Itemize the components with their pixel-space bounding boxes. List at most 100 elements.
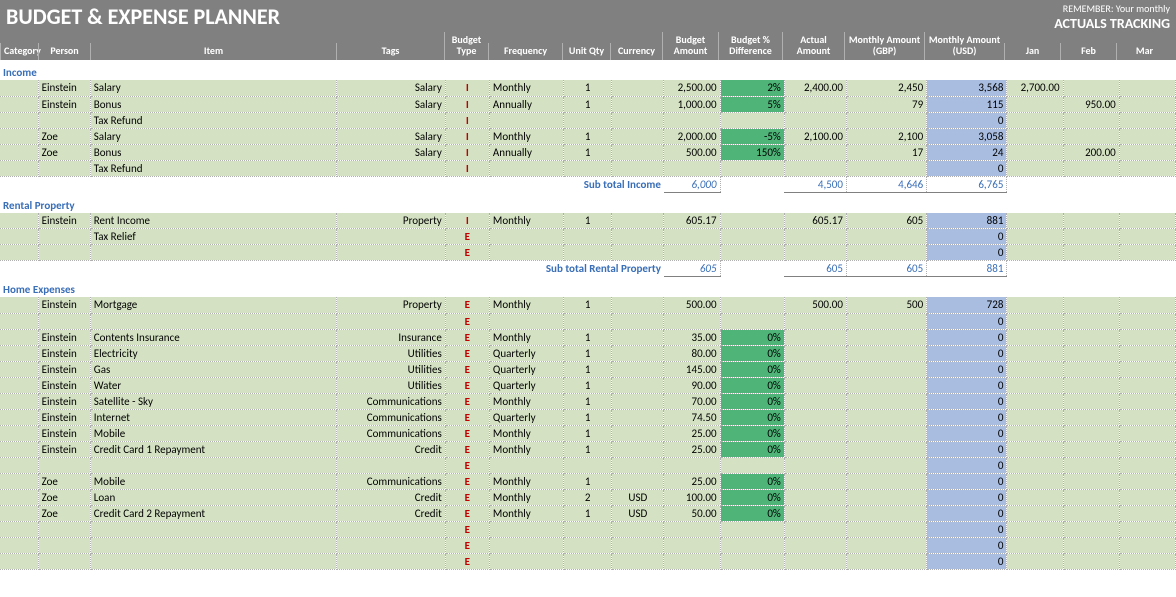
cell-budget-amount[interactable]: 74.50	[664, 409, 720, 425]
cell-tags[interactable]: Insurance	[337, 329, 445, 345]
cell-tags[interactable]: Credit	[337, 505, 445, 521]
cell-frequency[interactable]	[489, 229, 563, 245]
cell-category[interactable]	[0, 521, 38, 537]
cell-feb[interactable]	[1063, 393, 1119, 409]
cell-budget-diff[interactable]: 0%	[720, 505, 784, 521]
cell-budget-amount[interactable]	[664, 457, 720, 473]
cell-currency[interactable]	[612, 457, 664, 473]
cell-item[interactable]: Salary	[90, 80, 337, 96]
cell-tags[interactable]: Communications	[337, 425, 445, 441]
cell-mar[interactable]	[1119, 457, 1175, 473]
cell-jan[interactable]	[1007, 112, 1063, 128]
cell-frequency[interactable]	[489, 313, 563, 329]
cell-actual-amount[interactable]	[784, 393, 846, 409]
cell-budget-type[interactable]: E	[445, 245, 489, 261]
cell-budget-amount[interactable]: 500.00	[664, 297, 720, 313]
cell-frequency[interactable]	[489, 537, 563, 553]
cell-unit-qty[interactable]: 1	[564, 297, 612, 313]
cell-currency[interactable]	[612, 441, 664, 457]
cell-frequency[interactable]: Monthly	[489, 505, 563, 521]
cell-person[interactable]	[38, 457, 90, 473]
cell-actual-amount[interactable]	[784, 329, 846, 345]
cell-mar[interactable]	[1119, 297, 1175, 313]
cell-jan[interactable]	[1007, 160, 1063, 176]
cell-budget-type[interactable]: E	[445, 457, 489, 473]
cell-frequency[interactable]: Quarterly	[489, 377, 563, 393]
cell-unit-qty[interactable]: 1	[564, 96, 612, 112]
cell-feb[interactable]	[1063, 521, 1119, 537]
cell-category[interactable]	[0, 112, 38, 128]
cell-category[interactable]	[0, 537, 38, 553]
cell-currency[interactable]	[612, 297, 664, 313]
cell-feb[interactable]	[1063, 441, 1119, 457]
cell-frequency[interactable]: Monthly	[489, 128, 563, 144]
cell-jan[interactable]	[1007, 128, 1063, 144]
cell-unit-qty[interactable]: 1	[564, 425, 612, 441]
cell-actual-amount[interactable]	[784, 425, 846, 441]
cell-item[interactable]: Water	[90, 377, 337, 393]
cell-budget-diff[interactable]	[720, 313, 784, 329]
cell-feb[interactable]	[1063, 160, 1119, 176]
cell-tags[interactable]	[337, 229, 445, 245]
cell-feb[interactable]	[1063, 213, 1119, 229]
cell-monthly-gbp[interactable]	[846, 521, 926, 537]
cell-jan[interactable]	[1007, 345, 1063, 361]
cell-jan[interactable]	[1007, 537, 1063, 553]
cell-monthly-gbp[interactable]	[846, 377, 926, 393]
subtotal-gbp[interactable]: 4,646	[846, 176, 926, 192]
cell-currency[interactable]	[612, 160, 664, 176]
cell-item[interactable]: Mobile	[90, 473, 337, 489]
cell-category[interactable]	[0, 229, 38, 245]
cell-item[interactable]: Satellite - Sky	[90, 393, 337, 409]
cell-monthly-gbp[interactable]	[846, 160, 926, 176]
cell-unit-qty[interactable]	[564, 553, 612, 569]
cell-unit-qty[interactable]: 1	[564, 377, 612, 393]
cell-item[interactable]: Tax Refund	[90, 112, 337, 128]
cell-feb[interactable]	[1063, 112, 1119, 128]
cell-actual-amount[interactable]	[784, 313, 846, 329]
cell-monthly-usd[interactable]: 0	[927, 505, 1007, 521]
cell-monthly-gbp[interactable]	[846, 361, 926, 377]
cell-jan[interactable]	[1007, 393, 1063, 409]
cell-person[interactable]: Einstein	[38, 96, 90, 112]
cell-monthly-usd[interactable]: 0	[927, 489, 1007, 505]
cell-budget-diff[interactable]: 0%	[720, 425, 784, 441]
cell-frequency[interactable]: Quarterly	[489, 409, 563, 425]
cell-frequency[interactable]	[489, 553, 563, 569]
cell-jan[interactable]	[1007, 245, 1063, 261]
cell-monthly-gbp[interactable]: 500	[846, 297, 926, 313]
cell-budget-diff[interactable]	[720, 553, 784, 569]
cell-person[interactable]	[38, 313, 90, 329]
cell-monthly-gbp[interactable]: 2,450	[846, 80, 926, 96]
cell-person[interactable]: Einstein	[38, 441, 90, 457]
cell-monthly-usd[interactable]: 0	[927, 313, 1007, 329]
cell-actual-amount[interactable]	[784, 537, 846, 553]
cell-currency[interactable]	[612, 313, 664, 329]
cell-tags[interactable]	[337, 112, 445, 128]
cell-monthly-gbp[interactable]: 17	[846, 144, 926, 160]
cell-monthly-usd[interactable]: 0	[927, 229, 1007, 245]
cell-item[interactable]: Bonus	[90, 144, 337, 160]
cell-budget-type[interactable]: E	[445, 473, 489, 489]
cell-person[interactable]	[38, 229, 90, 245]
cell-budget-diff[interactable]: 0%	[720, 377, 784, 393]
cell-frequency[interactable]	[489, 112, 563, 128]
cell-actual-amount[interactable]	[784, 409, 846, 425]
cell-feb[interactable]	[1063, 345, 1119, 361]
cell-tags[interactable]	[337, 313, 445, 329]
cell-item[interactable]	[90, 457, 337, 473]
subtotal-actual[interactable]: 4,500	[784, 176, 846, 192]
cell-budget-type[interactable]: E	[445, 521, 489, 537]
cell-actual-amount[interactable]: 2,100.00	[784, 128, 846, 144]
cell-mar[interactable]	[1119, 473, 1175, 489]
cell-feb[interactable]	[1063, 361, 1119, 377]
cell-mar[interactable]	[1119, 537, 1175, 553]
cell-mar[interactable]	[1119, 521, 1175, 537]
cell-person[interactable]: Einstein	[38, 425, 90, 441]
cell-currency[interactable]	[612, 521, 664, 537]
cell-item[interactable]: Rent Income	[90, 213, 337, 229]
cell-actual-amount[interactable]	[784, 361, 846, 377]
cell-budget-diff[interactable]: 5%	[720, 96, 784, 112]
cell-budget-amount[interactable]	[664, 112, 720, 128]
cell-unit-qty[interactable]	[564, 521, 612, 537]
